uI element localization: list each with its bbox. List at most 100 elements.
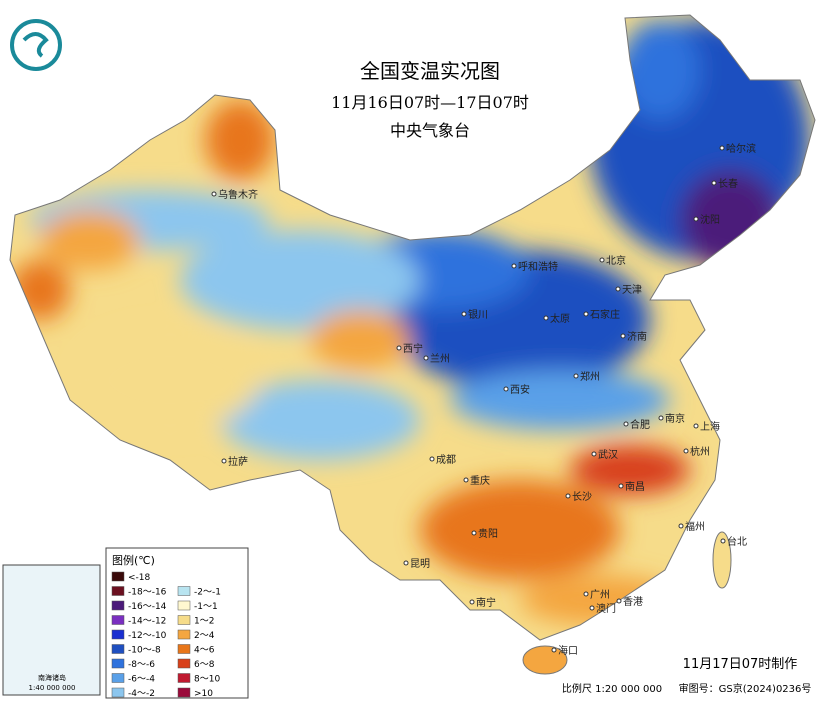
city-dot — [503, 386, 509, 392]
legend-label: 4～6 — [194, 646, 215, 656]
city-dot — [396, 345, 402, 351]
city-dot — [403, 560, 409, 566]
legend-swatch — [111, 629, 125, 640]
legend-label: 8～10 — [194, 675, 220, 685]
legend-swatch — [177, 658, 191, 669]
city-label: 成都 — [436, 454, 456, 466]
legend-swatch — [177, 615, 191, 625]
city-label: 乌鲁木齐 — [218, 188, 258, 201]
city-label: 西宁 — [403, 342, 423, 355]
city-label: 郑州 — [580, 370, 600, 383]
city-dot — [719, 145, 725, 151]
legend: <-18 -18～-16 -16～-14 -14～-12 -12～-10 -10～-8 -8… — [111, 571, 221, 699]
legend-label: 1～2 — [194, 617, 214, 627]
city-dot — [573, 373, 579, 379]
city-label: 拉萨 — [228, 455, 248, 468]
legend-swatch — [177, 600, 191, 611]
city-label: 南京 — [665, 412, 685, 425]
legend-label: -10～-8 — [128, 646, 161, 656]
inset-scale: 1:40 000 000 — [29, 684, 76, 692]
city-dot — [423, 355, 429, 361]
legend-swatch — [111, 600, 125, 611]
city-dot — [623, 421, 629, 427]
city-dot — [543, 315, 549, 321]
city-dot — [469, 599, 475, 605]
legend-label: -12～-10 — [128, 631, 167, 641]
legend-swatch — [111, 658, 125, 669]
logo-mark — [22, 32, 49, 58]
city-label: 重庆 — [470, 474, 490, 487]
city-label: 长春 — [718, 178, 738, 190]
city-dot — [683, 448, 689, 454]
city-label: 福州 — [685, 520, 705, 533]
city-label: 兰州 — [430, 352, 450, 365]
legend-label: -2～-1 — [194, 588, 221, 598]
city-dot — [678, 523, 684, 529]
legend-label: -16～-14 — [128, 602, 167, 612]
legend-swatch — [177, 673, 191, 683]
scale: 比例尺 1:20 000 000 — [562, 682, 662, 695]
legend-swatch — [177, 644, 191, 654]
city-dot — [711, 180, 717, 186]
city-label: 台北 — [727, 535, 747, 548]
city-label: 贵阳 — [478, 527, 498, 540]
city-label: 北京 — [606, 254, 626, 267]
city-dot — [658, 415, 664, 421]
city-dot — [565, 493, 571, 499]
logo — [10, 19, 62, 71]
legend-swatch — [111, 615, 125, 625]
city-label: 香港 — [623, 596, 643, 608]
issuer: 中央气象台 — [390, 121, 470, 140]
legend-label: <-18 — [128, 573, 151, 583]
legend-swatch — [177, 687, 191, 698]
city-label: 南昌 — [625, 480, 645, 493]
city-dot — [461, 311, 467, 317]
city-dot — [471, 530, 477, 536]
made-time: 11月17日07时制作 — [683, 657, 798, 672]
legend-swatch — [111, 644, 125, 654]
city-label: 哈尔滨 — [726, 142, 756, 155]
inset-box — [2, 564, 101, 696]
legend-label: -6～-4 — [128, 675, 155, 685]
legend-swatch — [111, 571, 125, 582]
city-dot — [591, 451, 597, 457]
city-dot — [615, 286, 621, 292]
city-dot — [221, 458, 227, 464]
legend-label: >10 — [194, 689, 213, 699]
legend-swatch — [177, 629, 191, 640]
city-label: 天津 — [622, 284, 642, 296]
subtitle: 11月16日07时—17日07时 — [331, 93, 529, 112]
city-label: 沈阳 — [700, 213, 720, 226]
city-label: 呼和浩特 — [518, 261, 558, 273]
city-dot — [511, 263, 517, 269]
city-dot — [429, 456, 435, 462]
city-label: 杭州 — [690, 445, 710, 458]
city-dot — [618, 483, 624, 489]
legend-swatch — [111, 673, 125, 683]
city-label: 石家庄 — [590, 308, 620, 321]
city-dot — [720, 538, 726, 544]
city-label: 澳门 — [596, 602, 616, 615]
city-label: 南宁 — [476, 596, 496, 609]
city-dot — [211, 191, 217, 197]
city-dot — [463, 477, 469, 483]
approval: 审图号：GS京(2024)0236号 — [679, 682, 812, 695]
city-label: 海口 — [558, 644, 578, 657]
legend-label: 6～8 — [194, 660, 215, 670]
city-label: 合肥 — [630, 418, 650, 431]
city-label: 银川 — [468, 308, 488, 321]
legend-label: 2～4 — [194, 631, 215, 641]
city-dot — [693, 423, 699, 429]
city-dot — [589, 605, 595, 611]
legend-label: -8～-6 — [128, 660, 155, 670]
legend-swatch — [111, 586, 125, 596]
legend-label: -1～1 — [194, 602, 218, 612]
city-dot — [583, 311, 589, 317]
city-label: 长沙 — [572, 491, 592, 503]
taiwan — [712, 531, 732, 589]
legend-label: -18～-16 — [128, 588, 167, 598]
city-label: 太原 — [550, 312, 570, 325]
city-label: 西安 — [510, 383, 530, 396]
